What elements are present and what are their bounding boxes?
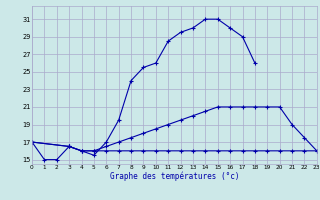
X-axis label: Graphe des températures (°c): Graphe des températures (°c): [110, 172, 239, 181]
